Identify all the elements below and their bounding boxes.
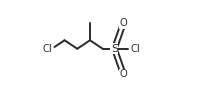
Text: O: O: [120, 69, 127, 79]
Text: Cl: Cl: [42, 44, 52, 54]
Text: O: O: [120, 18, 127, 28]
Text: S: S: [111, 44, 118, 54]
Text: Cl: Cl: [131, 44, 141, 54]
